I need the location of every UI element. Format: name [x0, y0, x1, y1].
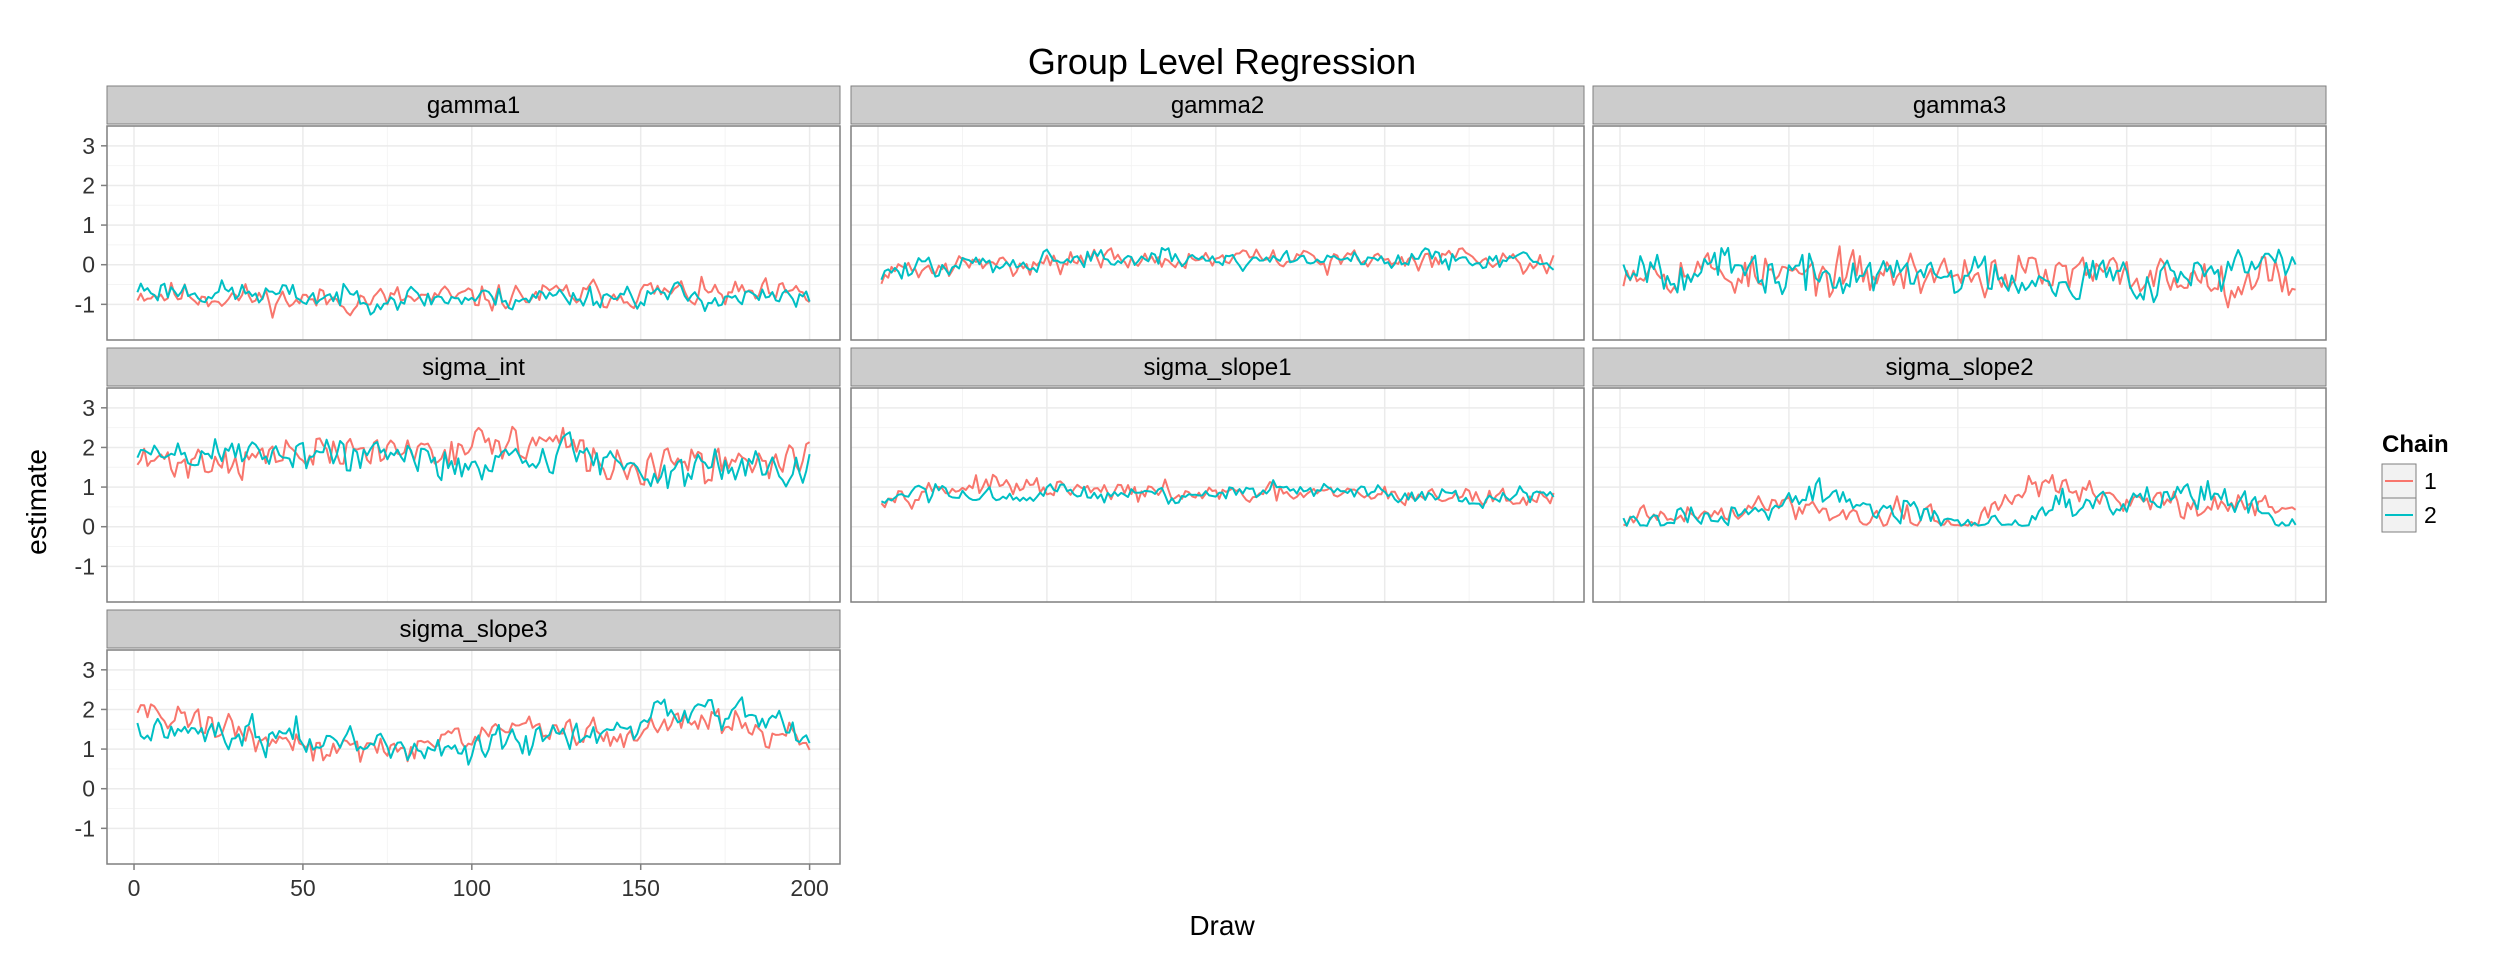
strip-background — [1592, 347, 2327, 387]
panel-background — [107, 650, 840, 864]
panel-border — [1592, 387, 2327, 603]
series-line-chain-2 — [880, 247, 1555, 281]
strip-background — [1592, 85, 2327, 125]
panel-border — [106, 387, 841, 603]
minor-grid — [1593, 126, 2326, 340]
panel-border — [850, 387, 1585, 603]
facet-sigma_slope2: sigma_slope2 — [1592, 347, 2327, 603]
panel-border — [850, 125, 1585, 341]
strip-label: gamma3 — [1913, 92, 2006, 119]
facet-sigma_int: sigma_int -1 0 1 2 3 — [75, 347, 841, 603]
series-line-chain-2 — [136, 279, 811, 316]
panel-background — [851, 126, 1584, 340]
series-line-chain-2 — [136, 431, 811, 490]
x-tick-label: 100 — [453, 875, 491, 901]
y-tick-label: 2 — [82, 696, 95, 722]
strip-background — [106, 347, 841, 387]
y-tick-label: 2 — [82, 434, 95, 460]
strip-label: sigma_slope2 — [1885, 354, 2033, 381]
facet-sigma_slope1: sigma_slope1 — [850, 347, 1585, 603]
strip-label: sigma_int — [422, 354, 525, 381]
chart-title: Group Level Regression — [1028, 41, 1416, 82]
facet-gamma3: gamma3 — [1592, 85, 2327, 341]
legend-label-chain-2: 2 — [2424, 502, 2437, 528]
y-tick-label: 1 — [82, 474, 95, 500]
y-tick-label: -1 — [75, 815, 95, 841]
panel-background — [107, 388, 840, 602]
y-tick-label: 2 — [82, 172, 95, 198]
x-tick-label: 150 — [622, 875, 660, 901]
x-axis-label: Draw — [1189, 910, 1255, 941]
facet-sigma_slope3: sigma_slope3 -1 0 1 2 3 0 50 100 150 200 — [75, 609, 841, 901]
panel-background — [1593, 388, 2326, 602]
legend-title: Chain — [2382, 431, 2449, 458]
series-line-chain-2 — [136, 696, 811, 766]
y-tick-label: 3 — [82, 395, 95, 421]
facet-gamma1: gamma1 -1 0 1 2 3 — [75, 85, 841, 341]
series-line-chain-1 — [136, 425, 811, 486]
y-tick-label: 0 — [82, 776, 95, 802]
y-axis-label: estimate — [21, 449, 52, 555]
panel-border — [106, 125, 841, 341]
panel-background — [1593, 126, 2326, 340]
strip-background — [106, 609, 841, 649]
major-grid — [851, 126, 1584, 340]
panel-background — [107, 126, 840, 340]
facet-gamma2: gamma2 — [850, 85, 1585, 341]
series-line-chain-1 — [880, 247, 1555, 285]
major-grid — [107, 388, 840, 602]
series-line-chain-2 — [1622, 477, 2297, 527]
x-tick-label: 50 — [290, 875, 316, 901]
strip-background — [106, 85, 841, 125]
major-grid — [1593, 388, 2326, 602]
y-tick-label: 0 — [82, 252, 95, 278]
major-grid — [1593, 126, 2326, 340]
y-tick-label: -1 — [75, 291, 95, 317]
strip-background — [850, 85, 1585, 125]
panel-border — [1592, 125, 2327, 341]
y-tick-label: 3 — [82, 657, 95, 683]
strip-background — [850, 347, 1585, 387]
y-tick-label: -1 — [75, 553, 95, 579]
x-tick-label: 0 — [128, 875, 141, 901]
strip-label: gamma1 — [427, 92, 520, 119]
y-tick-label: 0 — [82, 514, 95, 540]
panel-border — [106, 649, 841, 865]
series-line-chain-1 — [1623, 474, 2297, 527]
strip-label: gamma2 — [1171, 92, 1264, 119]
minor-grid — [851, 388, 1584, 602]
strip-label: sigma_slope3 — [399, 616, 547, 643]
y-tick-label: 1 — [82, 212, 95, 238]
legend-label-chain-1: 1 — [2424, 468, 2437, 494]
y-tick-label: 1 — [82, 736, 95, 762]
series-line-chain-1 — [136, 703, 811, 763]
series-line-chain-2 — [880, 479, 1555, 509]
legend: Chain 1 2 — [2381, 431, 2449, 533]
x-tick-label: 200 — [790, 875, 828, 901]
series-line-chain-1 — [1622, 245, 2296, 309]
strip-label: sigma_slope1 — [1143, 354, 1291, 381]
y-tick-label: 3 — [82, 133, 95, 159]
series-line-chain-2 — [1622, 246, 2297, 304]
